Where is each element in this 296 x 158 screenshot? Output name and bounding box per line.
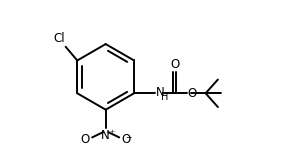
Text: O: O	[121, 133, 131, 146]
Text: O: O	[170, 58, 179, 71]
Text: N: N	[101, 129, 110, 142]
Text: N: N	[156, 86, 164, 99]
Text: Cl: Cl	[53, 32, 65, 45]
Text: −: −	[125, 133, 131, 142]
Text: O: O	[187, 87, 197, 100]
Text: H: H	[161, 92, 168, 102]
Text: +: +	[110, 129, 115, 134]
Text: O: O	[80, 133, 90, 146]
